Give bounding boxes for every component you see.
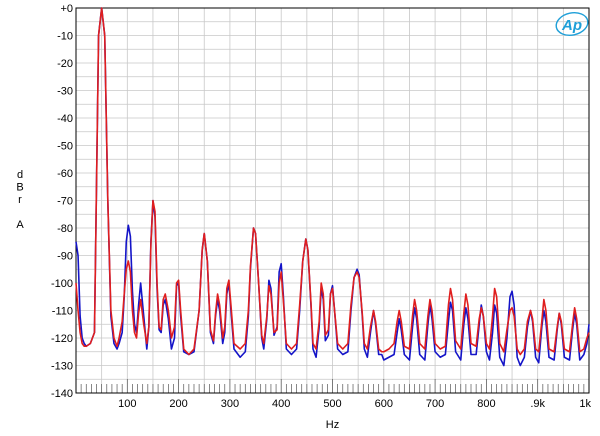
x-tick-label: 500	[323, 398, 341, 410]
series-2-line	[75, 7, 590, 356]
y-tick-label: -80	[57, 223, 73, 235]
y-tick-label: -110	[52, 306, 73, 318]
y-tick-label: -10	[57, 31, 73, 43]
ap-logo: Ap	[555, 12, 589, 36]
plot-frame	[75, 7, 590, 394]
y-tick-label: -130	[51, 361, 73, 373]
x-tick-label: 1k	[579, 398, 591, 410]
y-tick-label: -90	[57, 251, 73, 263]
y-tick-label: -30	[57, 86, 73, 98]
ap-logo-text: Ap	[561, 17, 582, 34]
y-tick-label: -50	[57, 141, 73, 153]
y-tick-label: -140	[51, 388, 73, 400]
y-axis-title: dBr A	[16, 169, 24, 231]
x-tick-label: 600	[375, 398, 393, 410]
x-tick-label: 200	[169, 398, 187, 410]
y-axis-title-letter: B	[16, 182, 23, 194]
x-minor-ticks	[80, 379, 585, 393]
y-tick-labels: +0 -10 -20 -30 -40 -50 -60 -70 -80 -90 -100 -110 -12…	[51, 3, 73, 400]
y-tick-label: -40	[57, 113, 73, 125]
x-tick-label: 400	[272, 398, 290, 410]
x-tick-label: 800	[477, 398, 495, 410]
x-tick-label: 100	[118, 398, 136, 410]
y-axis-title-letter: A	[16, 219, 24, 231]
y-tick-label: -70	[57, 196, 73, 208]
y-tick-label: -60	[57, 168, 73, 180]
y-axis-title-letter: r	[18, 194, 22, 206]
x-tick-label: 700	[426, 398, 444, 410]
x-tick-label: .9k	[530, 398, 545, 410]
y-tick-label: -20	[57, 58, 73, 70]
x-tick-labels: 100 200 300 400 500 600 700 800 .9k 1k	[118, 398, 591, 410]
x-tick-label: 300	[221, 398, 239, 410]
series-layer	[75, 7, 590, 367]
y-tick-label: -100	[51, 278, 73, 290]
y-tick-label: -120	[51, 333, 73, 345]
y-tick-label: +0	[60, 3, 73, 15]
x-axis-title: Hz	[326, 419, 339, 431]
y-axis-title-letter: d	[17, 169, 23, 181]
